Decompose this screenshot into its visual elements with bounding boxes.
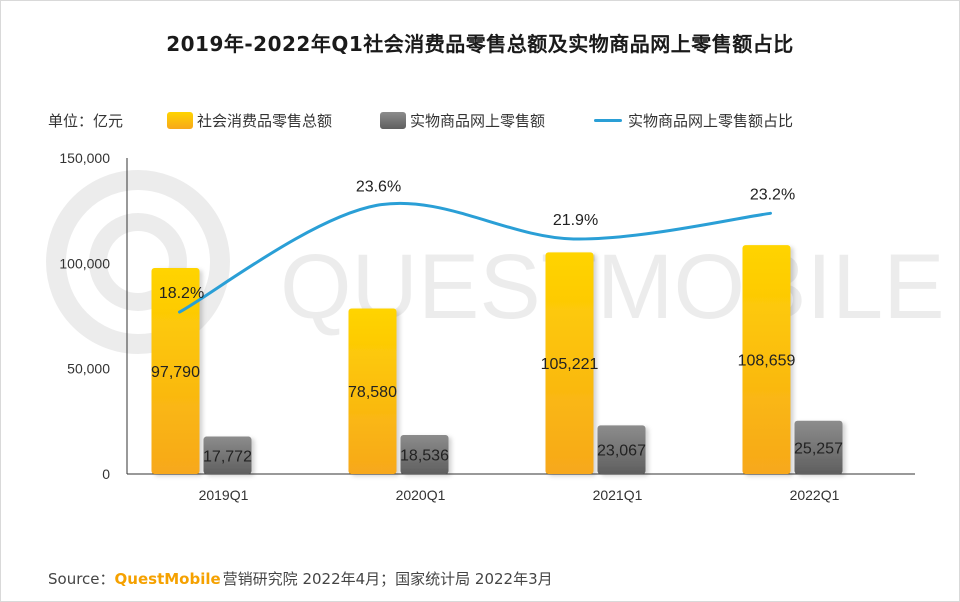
source-prefix: Source： xyxy=(48,570,115,588)
y-tick-label: 50,000 xyxy=(67,361,110,377)
legend-label-online-share: 实物商品网上零售额占比 xyxy=(628,112,794,130)
data-label-online-retail: 18,536 xyxy=(400,447,449,464)
data-label-online-retail: 17,772 xyxy=(203,448,252,465)
source-brand: QuestMobile xyxy=(114,570,221,588)
bar-retail-total xyxy=(545,252,594,474)
legend-item-online-share: 实物商品网上零售额占比 xyxy=(594,110,793,131)
bars xyxy=(151,245,843,474)
legend-label-online-retail: 实物商品网上零售额 xyxy=(410,112,546,130)
bar-retail-total xyxy=(151,267,200,474)
x-tick-label: 2020Q1 xyxy=(396,487,446,503)
chart-title: 2019年-2022年Q1社会消费品零售总额及实物商品网上零售额占比 xyxy=(166,32,794,56)
bar-online-retail xyxy=(400,434,449,474)
x-tick-label: 2022Q1 xyxy=(790,487,840,503)
legend-line-blue xyxy=(594,119,622,122)
source-note: Source： QuestMobile 营销研究院 2022年4月；国家统计局 … xyxy=(48,568,553,589)
legend-item-retail-total: 社会消费品零售总额 xyxy=(167,110,332,131)
x-tick-labels: 2019Q1 2020Q1 2021Q1 2022Q1 xyxy=(199,487,840,503)
data-label-retail-total: 108,659 xyxy=(738,353,796,370)
legend-label-retail-total: 社会消费品零售总额 xyxy=(197,112,333,130)
data-label-online-retail: 25,257 xyxy=(794,440,843,457)
legend-item-online-retail: 实物商品网上零售额 xyxy=(380,110,545,131)
data-label-online-share: 23.6% xyxy=(356,178,401,195)
y-tick-label: 0 xyxy=(102,466,110,482)
x-tick-label: 2021Q1 xyxy=(593,487,643,503)
share-line xyxy=(178,201,772,314)
bar-retail-total xyxy=(348,308,397,474)
y-tick-label: 100,000 xyxy=(59,255,110,271)
y-tick-labels: 0 50,000 100,000 150,000 xyxy=(59,150,110,482)
y-tick-label: 150,000 xyxy=(59,150,110,166)
data-label-online-share: 21.9% xyxy=(553,212,598,229)
share-line-layer xyxy=(178,201,772,314)
source-rest: 营销研究院 2022年4月；国家统计局 2022年3月 xyxy=(222,570,553,588)
data-label-online-share: 23.2% xyxy=(750,186,795,203)
bar-online-retail xyxy=(794,420,843,474)
data-label-online-share: 18.2% xyxy=(159,285,204,302)
x-tick-label: 2019Q1 xyxy=(199,487,249,503)
bar-online-retail xyxy=(203,436,252,474)
data-label-online-retail: 23,067 xyxy=(597,443,646,460)
data-label-retail-total: 105,221 xyxy=(541,356,599,373)
data-label-retail-total: 97,790 xyxy=(151,364,200,381)
bar-online-retail xyxy=(597,425,646,474)
legend-swatch-yellow xyxy=(167,112,193,129)
unit-label: 单位：亿元 xyxy=(48,112,124,130)
bar-retail-total xyxy=(742,245,791,474)
data-labels: 97,790 17,772 78,580 18,536 105,221 23,067 108… xyxy=(151,178,843,465)
data-label-retail-total: 78,580 xyxy=(348,384,397,401)
legend-swatch-gray xyxy=(380,112,406,129)
